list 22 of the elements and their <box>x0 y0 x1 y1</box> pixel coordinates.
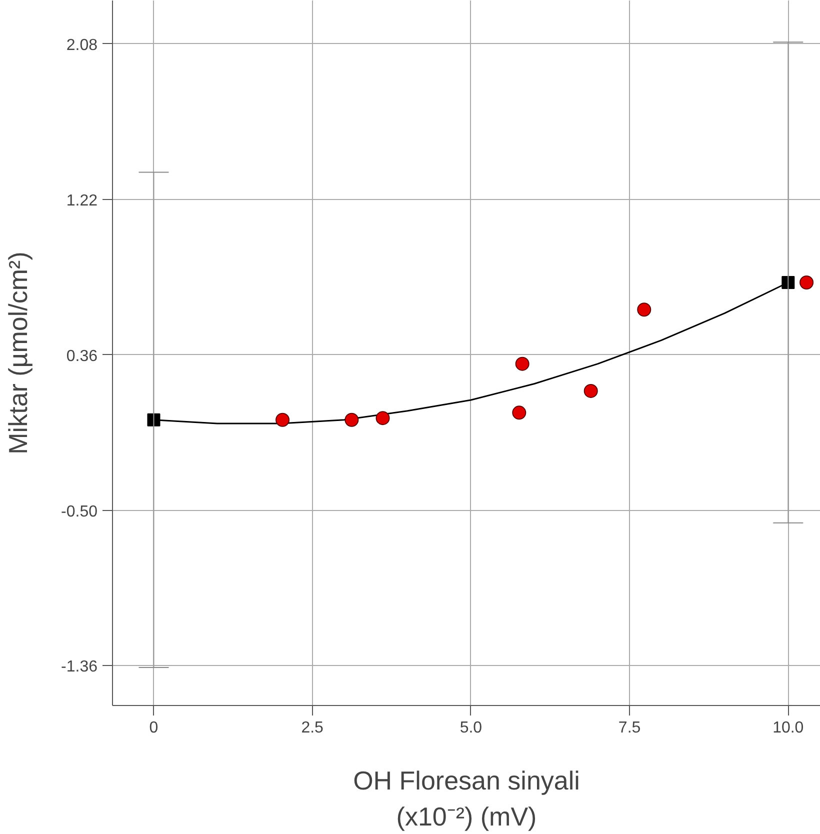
x-tick-label: 2.5 <box>301 720 324 736</box>
point <box>276 412 290 427</box>
y-tick-label: -0.50 <box>61 503 98 520</box>
point <box>584 384 598 398</box>
y-tick-label: 0.36 <box>66 348 98 365</box>
point <box>782 276 795 289</box>
point <box>376 411 390 426</box>
y-tick-label: 2.08 <box>66 36 98 54</box>
x-tick-label: 0 <box>149 720 158 736</box>
point <box>344 412 359 427</box>
point <box>800 276 814 290</box>
y-tick-label: -1.36 <box>61 658 98 676</box>
point <box>637 302 652 317</box>
x-tick-label: 5.0 <box>460 720 482 736</box>
x-tick-label: 10.0 <box>772 720 804 736</box>
y-tick-label: 1.22 <box>66 192 98 210</box>
x-tick-label: 7.5 <box>618 720 641 736</box>
point <box>147 413 160 426</box>
point <box>512 406 526 420</box>
y-axis-title: Miktar (µmol/cm²) <box>3 252 34 454</box>
point <box>515 356 530 371</box>
x-axis-title: OH Floresan sinyali (x10⁻²) (mV) <box>353 766 580 832</box>
